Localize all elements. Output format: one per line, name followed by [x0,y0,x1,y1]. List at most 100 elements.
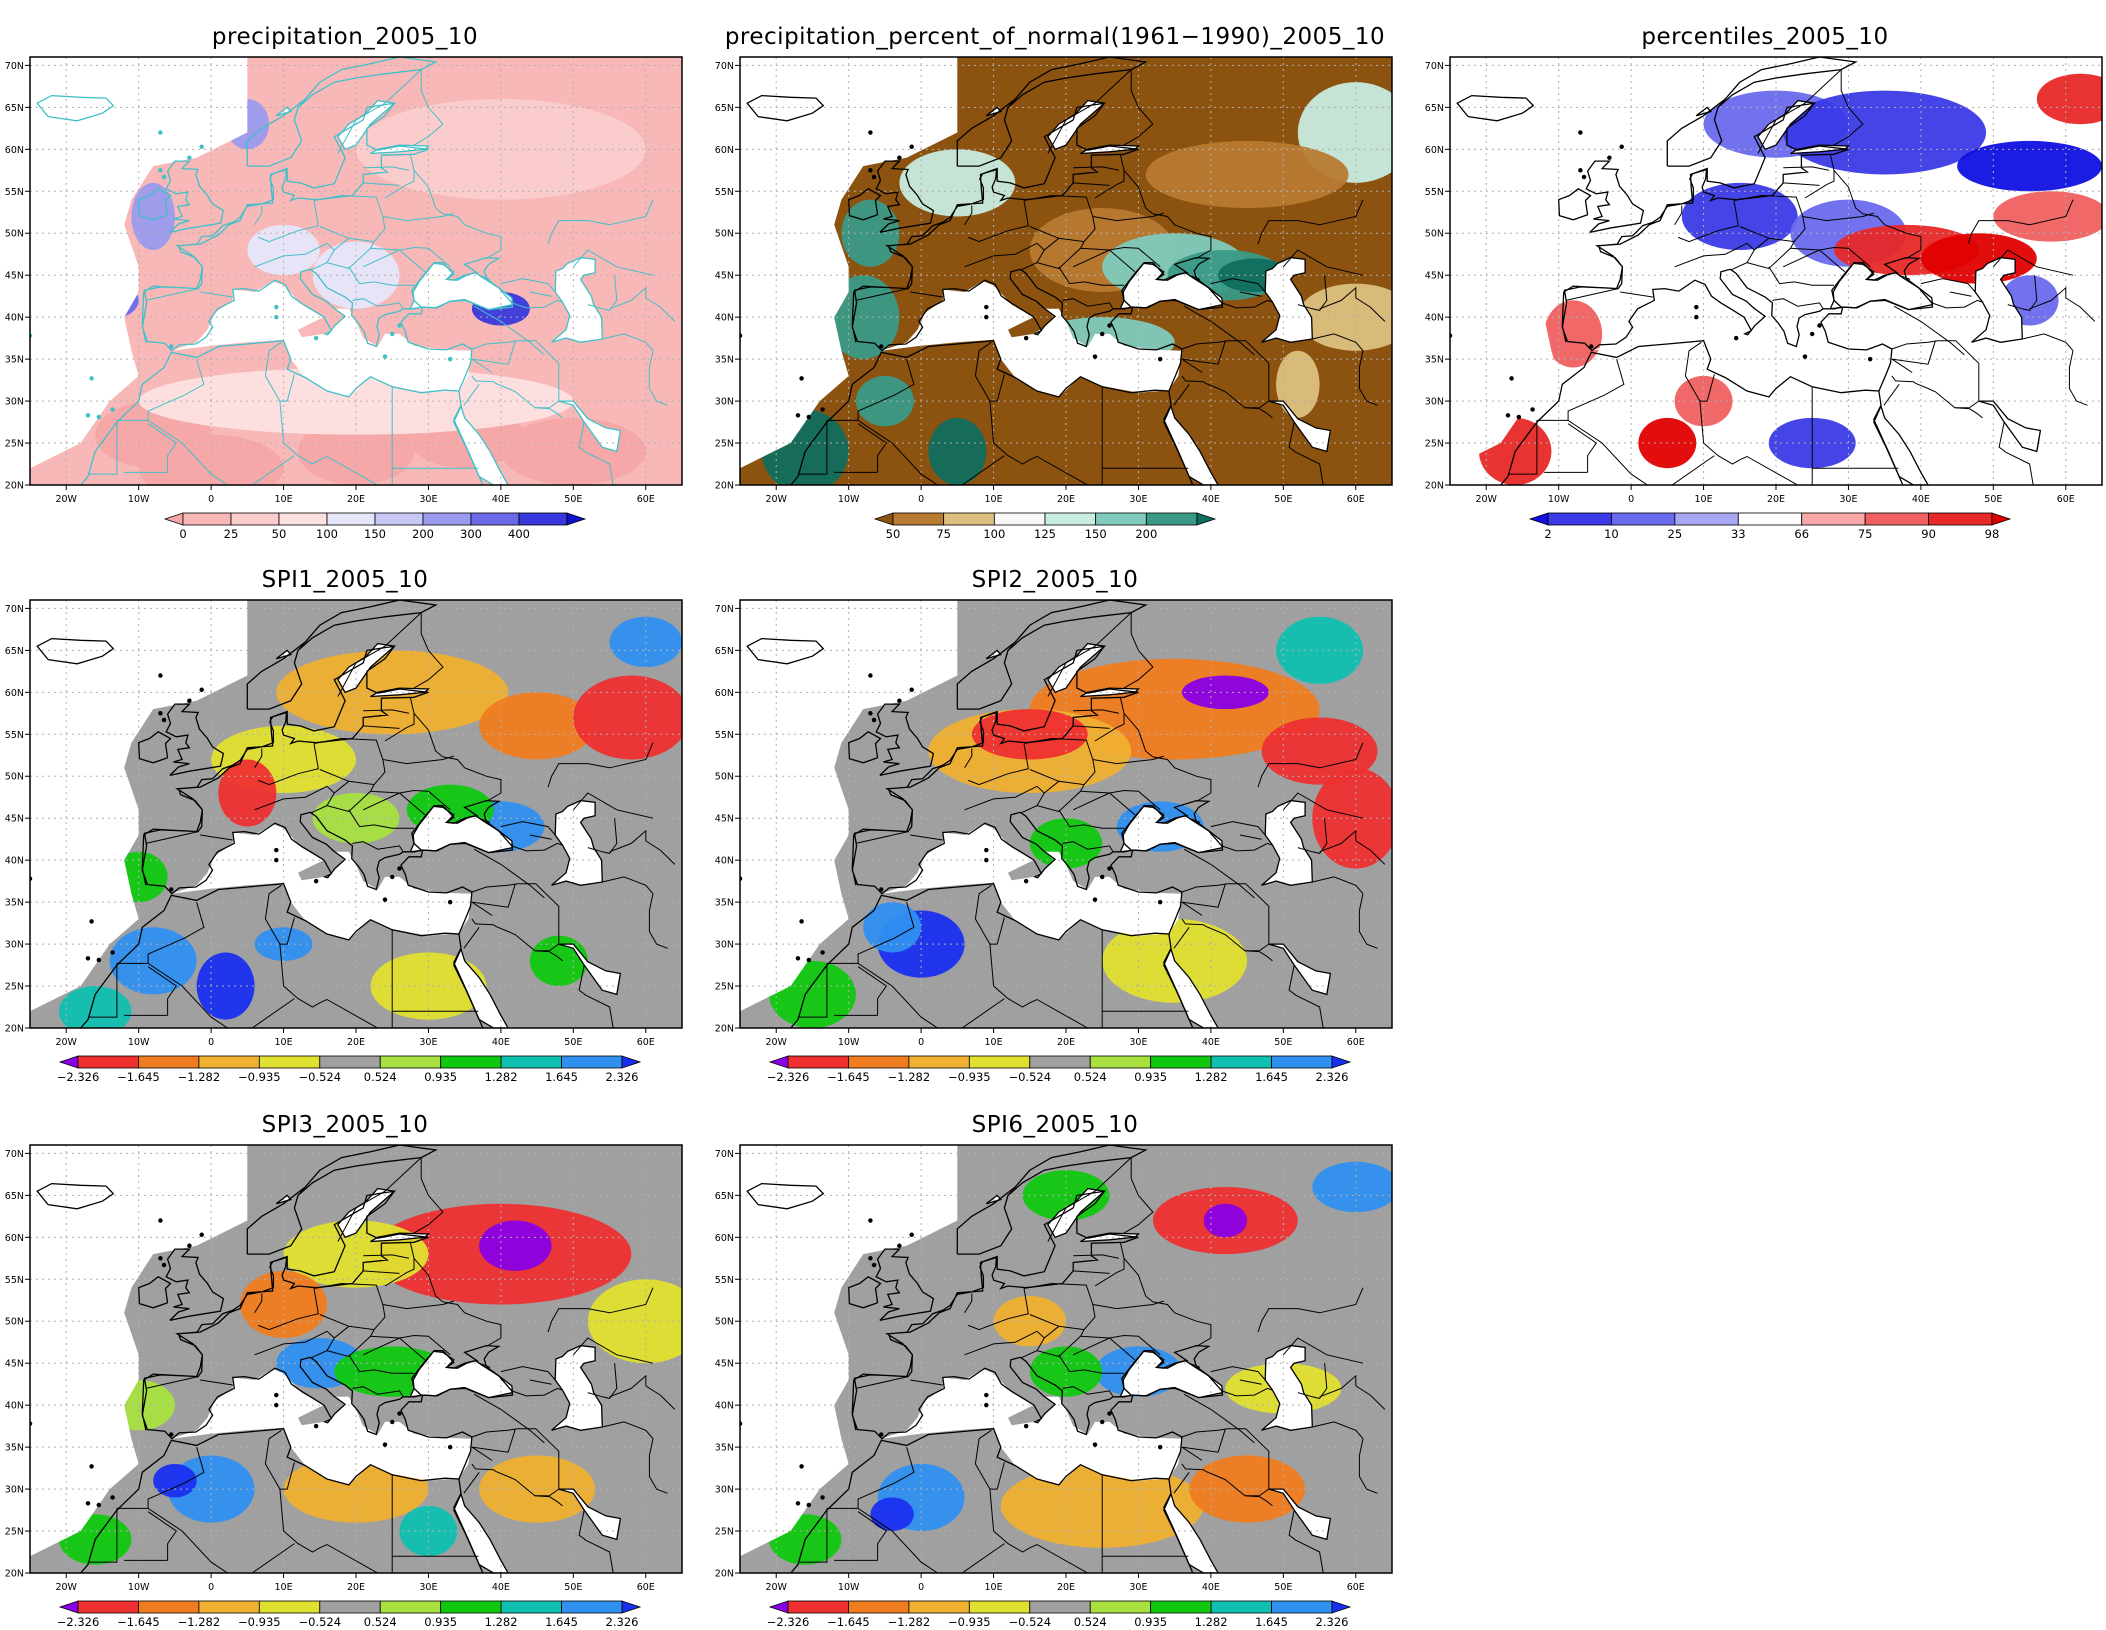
colorbar-arrow-low [768,1055,789,1069]
colorbar-swatch [1210,1055,1272,1069]
colorbar-label: −1.645 [117,1615,160,1629]
sea-mask [30,1145,621,1573]
colorbar-swatch [787,1055,849,1069]
colorbar-label: 66 [1794,527,1809,541]
lon-tick-label: 20E [347,1037,365,1048]
colorbar-arrow-high [1331,1600,1352,1614]
colorbar-label: −2.326 [57,1070,100,1084]
lat-tick-label: 25N [5,982,24,993]
colorbar-label: 2 [1544,527,1551,541]
colorbar-swatch [993,512,1046,526]
colorbar-label: −1.282 [178,1070,221,1084]
coastlines [30,57,622,485]
lat-tick-label: 65N [715,1191,734,1202]
lat-tick-label: 25N [715,982,734,993]
coastlines [30,600,622,1028]
colorbar-swatch [422,512,472,526]
lat-tick-label: 40N [715,1401,734,1412]
colorbar-label: 1.645 [1255,1615,1288,1629]
colorbar-label: 2.326 [606,1070,639,1084]
lon-tick-label: 0 [208,494,214,505]
lat-tick-label: 20N [715,1024,734,1035]
panel-title: precipitation_2005_10 [211,24,479,50]
colorbar-swatch [1089,1600,1152,1614]
lat-tick-label: 30N [5,1485,24,1496]
colorbar-label: 0.524 [1074,1070,1107,1084]
colorbar-label: 90 [1921,527,1936,541]
colorbar-arrow-low [873,512,894,526]
colorbar-swatch [908,1600,970,1614]
colorbar-label: −1.645 [117,1070,160,1084]
panel-spi1: SPI1_2005_10 20W 10W 0 10E 20E 30E 40E 50E 60E 20N… [0,565,690,1085]
lon-tick-label: 20W [55,1037,77,1048]
colorbar-label: 1.645 [545,1070,578,1084]
colorbar-label: 1.282 [485,1615,518,1629]
colorbar-label: 0.524 [1074,1615,1107,1629]
country-borders [1508,69,2096,485]
lon-tick-label: 10E [275,494,293,505]
lat-tick-label: 60N [5,1233,24,1244]
panel-percent-of-normal: precipitation_percent_of_normal(1961−199… [710,22,1400,542]
colorbar-swatch [561,1055,623,1069]
lon-tick-label: 30E [419,1582,437,1593]
colorbar-label: −0.524 [1008,1070,1051,1084]
map-canvas: 20W 10W 0 10E 20E 30E 40E 50E 60E 20N 25N 30N 35N 40N… [1425,56,2103,541]
lon-tick-label: 0 [1628,494,1634,505]
colorbar-swatch [326,512,376,526]
panel-percentiles: percentiles_2005_10 20W 10W 0 10E 20E 30E 40E 50… [1420,22,2106,542]
colorbar-swatch [258,1600,321,1614]
lon-tick-label: 40E [1912,494,1930,505]
colorbar-label: 200 [412,527,434,541]
lat-tick-label: 45N [5,271,24,282]
colorbar-label: −0.935 [948,1615,991,1629]
colorbar-swatch [440,1055,502,1069]
coastlines [740,1145,1332,1573]
lat-tick-label: 20N [1425,481,1444,492]
lat-tick-label: 55N [5,187,24,198]
lon-tick-label: 20E [1057,494,1075,505]
lat-tick-label: 60N [715,1233,734,1244]
colorbar-swatch [379,1055,442,1069]
lat-tick-label: 50N [1425,229,1444,240]
colorbar-arrow-high [1991,512,2012,526]
colorbar-swatch [138,1055,200,1069]
lon-tick-label: 30E [419,1037,437,1048]
lon-tick-label: 40E [492,494,510,505]
axis-ticks: 20W 10W 0 10E 20E 30E 40E 50E 60E 20N 25N 30N 35N 40N… [5,61,655,505]
lon-tick-label: 30E [1839,494,1857,505]
colorbar-swatch [1928,512,1993,526]
colorbar: −2.326 −1.645 −1.282 −0.935 −0.524 0.524 0.935… [767,1600,1352,1629]
lon-tick-label: 30E [419,494,437,505]
colorbar-arrow-low [163,512,184,526]
colorbar-swatch [379,1600,442,1614]
lat-tick-label: 40N [1425,313,1444,324]
lat-tick-label: 20N [5,481,24,492]
colorbar-swatch [1547,512,1612,526]
colorbar-swatch [230,512,280,526]
lon-tick-label: 10W [128,1037,150,1048]
colorbar-label: 100 [983,527,1005,541]
lat-tick-label: 30N [5,940,24,951]
lat-tick-label: 50N [715,772,734,783]
lon-tick-label: 50E [1274,494,1292,505]
axis-ticks: 20W 10W 0 10E 20E 30E 40E 50E 60E 20N 25N 30N 35N 40N… [715,1149,1365,1593]
colorbar-swatch [1150,1055,1212,1069]
lat-tick-label: 55N [1425,187,1444,198]
colorbar-label: 125 [1034,527,1056,541]
lon-tick-label: 20E [1057,1582,1075,1593]
colorbar-swatch [77,1600,139,1614]
lon-tick-label: 30E [1129,494,1147,505]
colorbar-label: 1.645 [545,1615,578,1629]
colorbar-label: −0.524 [1008,1615,1051,1629]
country-borders [88,69,676,485]
country-borders [798,69,1386,485]
colorbar-swatch [1801,512,1866,526]
lon-tick-label: 0 [918,1037,924,1048]
lon-tick-label: 40E [1202,1037,1220,1048]
lon-tick-label: 10E [275,1037,293,1048]
lon-tick-label: 20W [55,1582,77,1593]
colorbar-label: 33 [1731,527,1746,541]
colorbar-swatch [319,1600,381,1614]
lon-tick-label: 60E [2057,494,2075,505]
lon-tick-label: 60E [637,1582,655,1593]
